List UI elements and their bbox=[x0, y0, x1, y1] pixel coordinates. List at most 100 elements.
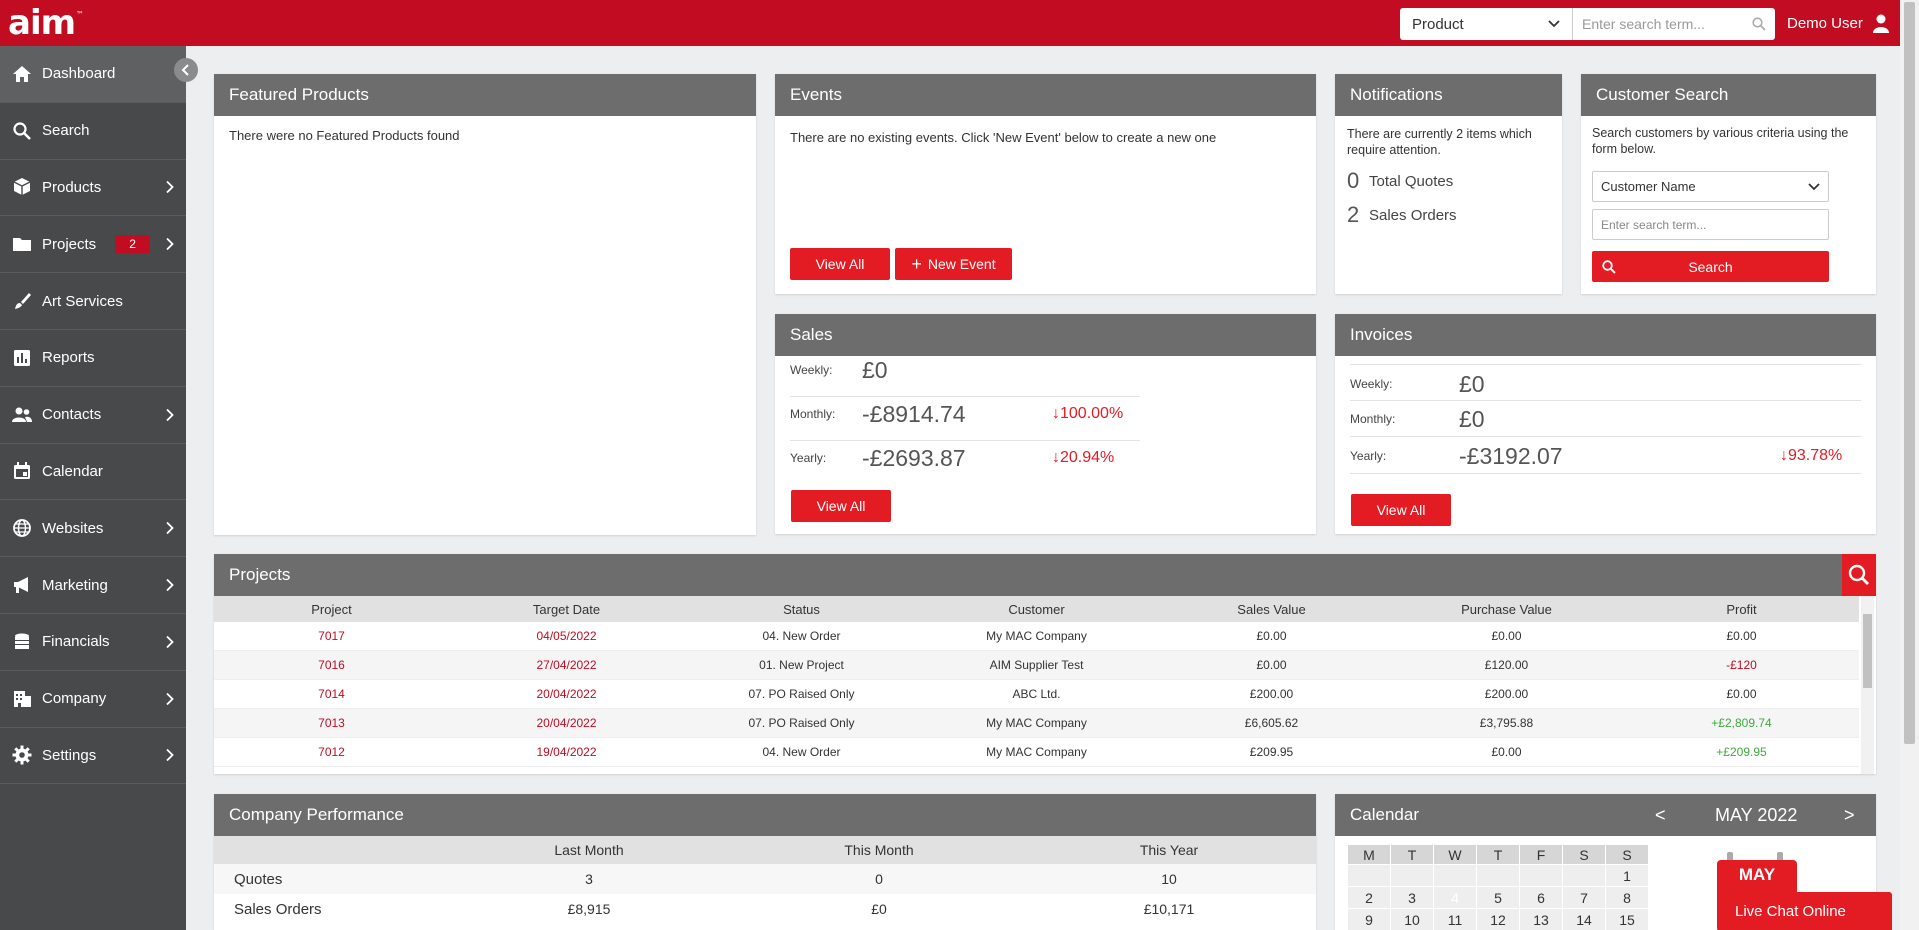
sales-value: £0.00 bbox=[1256, 658, 1287, 672]
calendar-day[interactable]: 3 bbox=[1390, 886, 1434, 909]
invoices-view-all-button[interactable]: View All bbox=[1351, 494, 1451, 526]
table-row[interactable]: 7013 20/04/2022 07. PO Raised Only My MAC C… bbox=[214, 709, 1859, 738]
sidebar-item-projects[interactable]: Projects 2 bbox=[0, 216, 186, 274]
calendar-day[interactable]: 2 bbox=[1347, 886, 1391, 909]
table-row[interactable]: 7012 19/04/2022 04. New Order My MAC Compan… bbox=[214, 738, 1859, 767]
sales-value: £6,605.62 bbox=[1244, 716, 1299, 730]
column-header[interactable]: Purchase Value bbox=[1461, 601, 1552, 617]
top-bar: aim ™ Product Enter search term... Demo U… bbox=[0, 0, 1900, 46]
notification-quotes[interactable]: 0 Total Quotes bbox=[1347, 168, 1550, 194]
sidebar-item-marketing[interactable]: Marketing bbox=[0, 557, 186, 614]
calendar-day[interactable]: 15 bbox=[1605, 908, 1649, 930]
chevron-right-icon bbox=[166, 578, 174, 592]
project-number-link[interactable]: 7014 bbox=[318, 687, 345, 701]
last-month-value: £8,915 bbox=[567, 901, 611, 917]
notification-sales-orders[interactable]: 2 Sales Orders bbox=[1347, 202, 1550, 228]
calendar-day[interactable]: 10 bbox=[1390, 908, 1434, 930]
project-number-link[interactable]: 7017 bbox=[318, 629, 345, 643]
calendar-next-button[interactable]: > bbox=[1844, 804, 1855, 825]
calendar-day[interactable]: 7 bbox=[1562, 886, 1606, 909]
column-header[interactable]: Project bbox=[311, 601, 352, 617]
projects-search-button[interactable] bbox=[1842, 554, 1876, 596]
projects-scrollbar[interactable] bbox=[1861, 596, 1874, 774]
new-event-button[interactable]: + New Event bbox=[895, 248, 1012, 280]
yearly-value: -£3192.07 bbox=[1459, 443, 1563, 469]
sidebar-item-art-services[interactable]: Art Services bbox=[0, 273, 186, 330]
calendar-day[interactable]: 9 bbox=[1347, 908, 1391, 930]
sidebar-item-company[interactable]: Company bbox=[0, 671, 186, 728]
project-number-link[interactable]: 7012 bbox=[318, 745, 345, 759]
user-icon bbox=[1872, 14, 1889, 33]
calendar-day[interactable]: 14 bbox=[1562, 908, 1606, 930]
calendar-day bbox=[1476, 864, 1520, 887]
sales-view-all-button[interactable]: View All bbox=[791, 490, 891, 522]
calendar-prev-button[interactable]: < bbox=[1655, 804, 1666, 825]
table-row[interactable]: 7017 04/05/2022 04. New Order My MAC Compan… bbox=[214, 622, 1859, 651]
target-date: 19/04/2022 bbox=[536, 745, 597, 759]
sidebar-item-calendar[interactable]: Calendar bbox=[0, 444, 186, 501]
scrollbar-thumb[interactable] bbox=[1904, 2, 1915, 744]
notifications-intro: There are currently 2 items which requir… bbox=[1347, 127, 1532, 157]
this-year-value: £10,171 bbox=[1143, 901, 1195, 917]
sidebar-item-reports[interactable]: Reports bbox=[0, 330, 186, 387]
project-number-link[interactable]: 7016 bbox=[318, 658, 345, 672]
calendar-day bbox=[1519, 864, 1563, 887]
logo-text: aim bbox=[8, 3, 76, 43]
collapse-sidebar-button[interactable] bbox=[174, 58, 198, 82]
sidebar-item-label: Reports bbox=[42, 349, 95, 367]
project-status: 01. New Project bbox=[759, 658, 844, 672]
calendar-day[interactable]: 1 bbox=[1605, 864, 1649, 887]
sidebar-item-search[interactable]: Search bbox=[0, 103, 186, 160]
global-search-input[interactable]: Enter search term... bbox=[1573, 16, 1775, 32]
events-view-all-button[interactable]: View All bbox=[790, 248, 890, 280]
project-number-link[interactable]: 7013 bbox=[318, 716, 345, 730]
sidebar-item-dashboard[interactable]: Dashboard bbox=[0, 46, 186, 103]
page-scrollbar[interactable] bbox=[1900, 0, 1919, 930]
customer-search-button[interactable]: Search bbox=[1592, 251, 1829, 282]
calendar-day[interactable]: 8 bbox=[1605, 886, 1649, 909]
customer-search-input[interactable]: Enter search term... bbox=[1592, 209, 1829, 240]
search-scope-select[interactable]: Product bbox=[1400, 8, 1573, 40]
plus-icon: + bbox=[911, 254, 922, 274]
sidebar-item-websites[interactable]: Websites bbox=[0, 500, 186, 558]
row-divider bbox=[790, 440, 1140, 441]
column-header[interactable]: Sales Value bbox=[1237, 601, 1306, 617]
search-icon[interactable] bbox=[1752, 17, 1766, 31]
user-menu[interactable]: Demo User bbox=[1787, 13, 1891, 33]
customer-name: AIM Supplier Test bbox=[989, 658, 1084, 672]
weekday-header: S bbox=[1605, 844, 1649, 865]
table-row[interactable]: 7014 20/04/2022 07. PO Raised Only ABC Ltd.… bbox=[214, 680, 1859, 709]
customer-name: ABC Ltd. bbox=[1012, 687, 1061, 701]
column-header[interactable]: Target Date bbox=[532, 601, 601, 617]
aim-logo[interactable]: aim ™ bbox=[8, 3, 84, 43]
calendar-day[interactable]: 5 bbox=[1476, 886, 1520, 909]
orders-label: Sales Orders bbox=[1369, 206, 1457, 224]
calendar-day[interactable]: 12 bbox=[1476, 908, 1520, 930]
globe-icon bbox=[12, 518, 32, 538]
projects-scrollbar-thumb[interactable] bbox=[1863, 614, 1872, 688]
table-row[interactable]: 7016 27/04/2022 01. New Project AIM Supplie… bbox=[214, 651, 1859, 680]
project-status: 04. New Order bbox=[762, 745, 841, 759]
profit-value: £0.00 bbox=[1726, 687, 1757, 701]
weekday-header: M bbox=[1347, 844, 1391, 865]
calendar-day[interactable]: 13 bbox=[1519, 908, 1563, 930]
column-header[interactable]: Status bbox=[783, 601, 820, 617]
notifications-panel: Notifications There are currently 2 item… bbox=[1335, 74, 1562, 294]
live-chat-button[interactable]: Live Chat Online bbox=[1720, 892, 1892, 930]
calendar-day[interactable]: 4 bbox=[1433, 886, 1477, 909]
column-header[interactable]: Customer bbox=[1008, 601, 1065, 617]
row-divider bbox=[1350, 400, 1861, 401]
customer-criteria-select[interactable]: Customer Name bbox=[1592, 171, 1829, 202]
sidebar-item-products[interactable]: Products bbox=[0, 160, 186, 217]
sidebar-item-financials[interactable]: Financials bbox=[0, 614, 186, 671]
column-header[interactable]: Profit bbox=[1726, 601, 1757, 617]
sidebar-item-settings[interactable]: Settings bbox=[0, 728, 186, 785]
calendar-day[interactable]: 11 bbox=[1433, 908, 1477, 930]
calendar-day[interactable]: 6 bbox=[1519, 886, 1563, 909]
profit-value: +£2,809.74 bbox=[1711, 716, 1772, 730]
profit-value: -£120 bbox=[1726, 658, 1757, 672]
sidebar-item-contacts[interactable]: Contacts bbox=[0, 387, 186, 444]
chevron-down-icon bbox=[1808, 182, 1820, 190]
